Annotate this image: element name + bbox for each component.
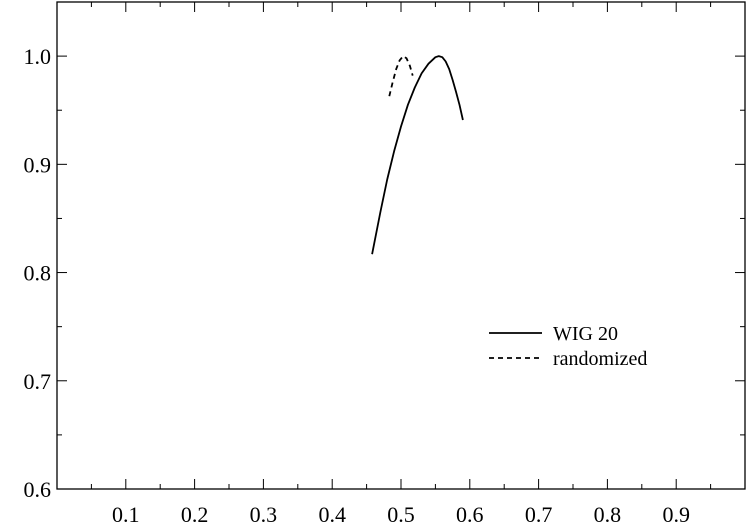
legend-label-wig-20: WIG 20 xyxy=(553,323,618,345)
x-tick-label: 0.3 xyxy=(250,502,278,527)
x-tick-label: 0.1 xyxy=(112,502,140,527)
axis-tick-labels: 0.1 0.2 0.3 0.4 0.5 0.6 0.7 0.8 0.9 0.6 0.7 0.8 0.9 1… xyxy=(24,44,690,527)
x-tick-label: 0.4 xyxy=(318,502,346,527)
y-tick-label: 0.8 xyxy=(24,261,52,286)
plot-frame xyxy=(56,1,746,490)
x-tick-label: 0.9 xyxy=(662,502,690,527)
legend: WIG 20 randomized xyxy=(489,323,647,370)
axis-ticks xyxy=(57,2,745,490)
series-line-wig-20 xyxy=(371,55,464,255)
y-tick-label: 0.9 xyxy=(24,152,52,177)
y-tick-label: 0.7 xyxy=(24,369,52,394)
x-tick-label: 0.6 xyxy=(456,502,484,527)
series-line-randomized xyxy=(388,55,414,97)
legend-label-randomized: randomized xyxy=(553,348,647,370)
x-tick-label: 0.5 xyxy=(387,502,415,527)
y-tick-label: 1.0 xyxy=(24,44,52,69)
x-tick-label: 0.8 xyxy=(594,502,622,527)
series-group xyxy=(371,55,464,255)
x-tick-label: 0.2 xyxy=(181,502,209,527)
y-tick-label: 0.6 xyxy=(24,477,52,502)
x-tick-label: 0.7 xyxy=(525,502,553,527)
